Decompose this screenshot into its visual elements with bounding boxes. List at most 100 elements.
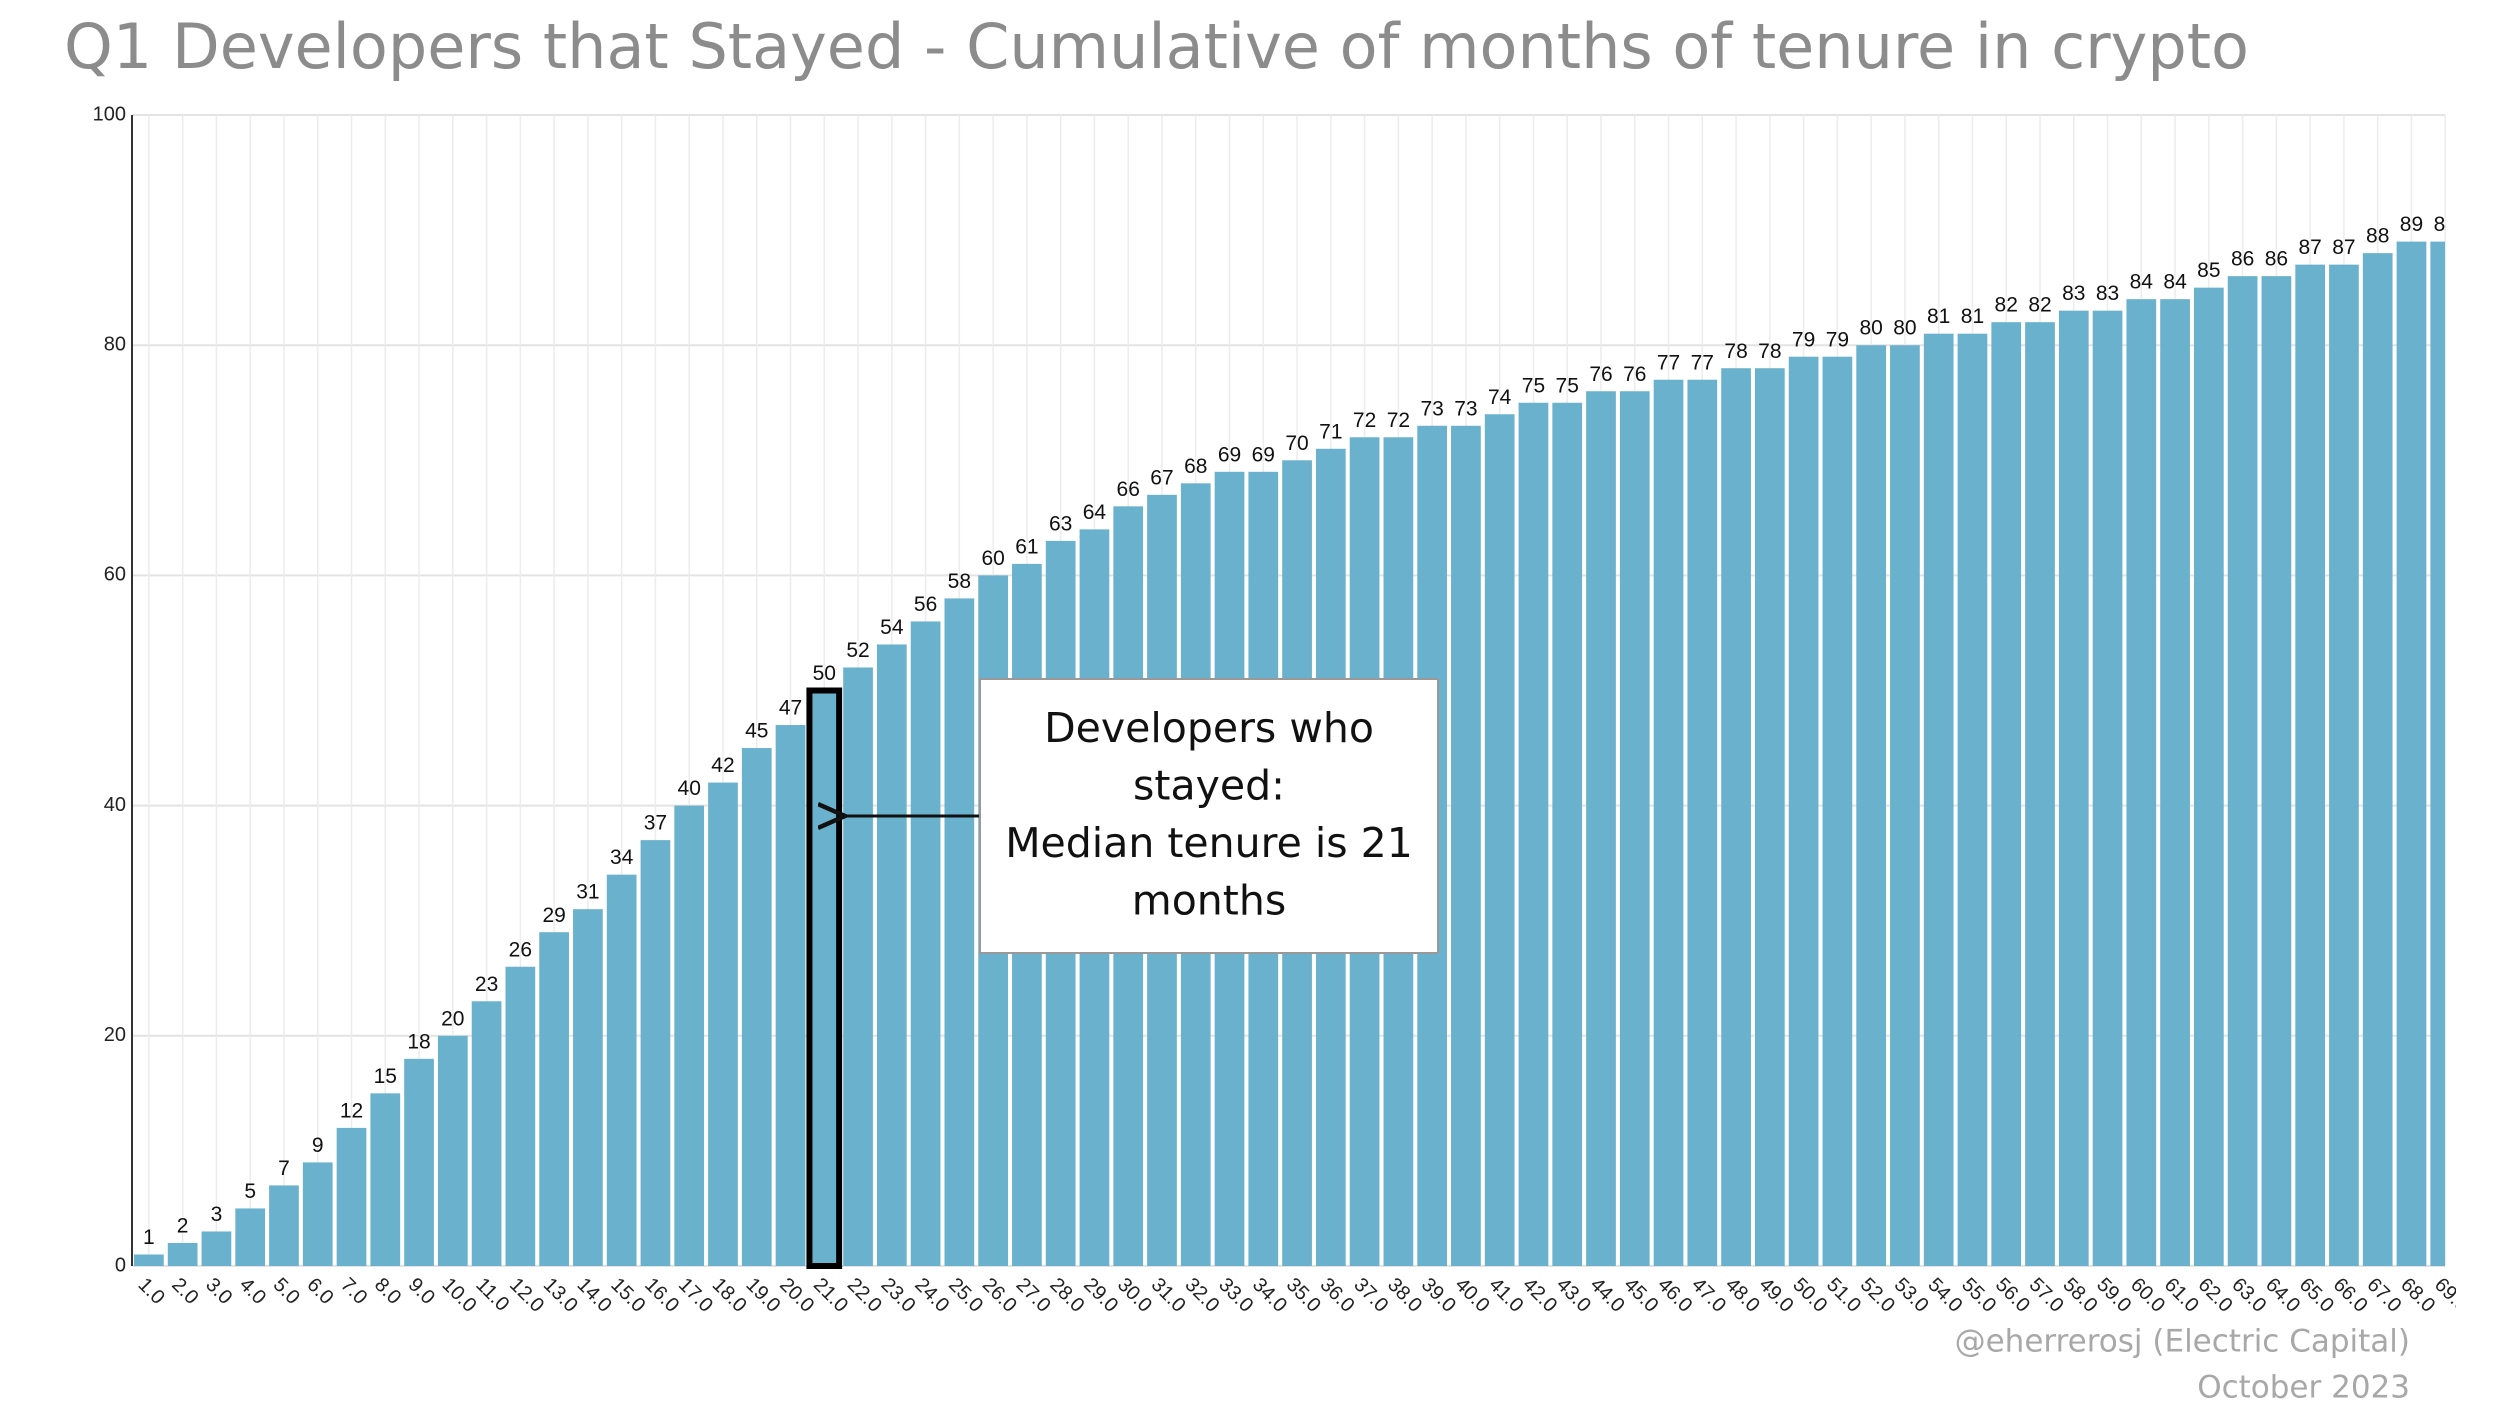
value-label: 86 bbox=[2231, 248, 2254, 271]
x-tick-label: 60.0 bbox=[2126, 1274, 2169, 1317]
value-label: 26 bbox=[509, 938, 532, 961]
x-tick-label: 35.0 bbox=[1282, 1274, 1325, 1317]
value-label: 80 bbox=[1893, 317, 1916, 340]
value-label: 75 bbox=[1556, 374, 1579, 397]
x-tick-label: 58.0 bbox=[2059, 1274, 2102, 1317]
x-tick-label: 50.0 bbox=[1788, 1274, 1831, 1317]
bar bbox=[573, 909, 603, 1266]
x-tick-label: 64.0 bbox=[2261, 1274, 2304, 1317]
value-label: 84 bbox=[2130, 271, 2154, 294]
bar bbox=[1721, 368, 1751, 1267]
value-label: 12 bbox=[340, 1099, 363, 1122]
x-tick-label: 9.0 bbox=[404, 1274, 439, 1309]
value-label: 84 bbox=[2163, 271, 2187, 294]
bar bbox=[134, 1254, 164, 1266]
bar bbox=[1687, 379, 1718, 1267]
value-label: 3 bbox=[211, 1203, 223, 1226]
value-label: 87 bbox=[2298, 236, 2321, 259]
bar bbox=[606, 874, 637, 1266]
bar bbox=[1856, 345, 1887, 1266]
bar bbox=[1923, 333, 1954, 1266]
x-tick-label: 53.0 bbox=[1890, 1274, 1933, 1317]
bar bbox=[640, 840, 671, 1266]
value-label: 1 bbox=[143, 1226, 155, 1249]
x-tick-label: 2.0 bbox=[167, 1274, 202, 1309]
value-label: 52 bbox=[846, 639, 869, 662]
bar bbox=[336, 1127, 367, 1266]
x-tick-label: 55.0 bbox=[1957, 1274, 2000, 1317]
x-tick-label: 65.0 bbox=[2295, 1274, 2338, 1317]
y-tick-label: 40 bbox=[104, 794, 126, 816]
x-tick-label: 33.0 bbox=[1214, 1274, 1257, 1317]
value-label: 72 bbox=[1387, 409, 1410, 432]
x-tick-label: 49.0 bbox=[1755, 1274, 1798, 1317]
x-axis: 1.02.03.04.05.06.07.08.09.010.011.012.01… bbox=[134, 1274, 2456, 1317]
bar bbox=[2227, 276, 2258, 1266]
x-tick-label: 5.0 bbox=[269, 1274, 304, 1309]
y-tick-label: 60 bbox=[104, 564, 126, 586]
x-tick-label: 18.0 bbox=[708, 1274, 751, 1317]
credit-text: @eherrerosj (Electric Capital) bbox=[1955, 1324, 2410, 1360]
bar bbox=[708, 782, 738, 1266]
bar bbox=[201, 1231, 232, 1266]
x-tick-label: 52.0 bbox=[1856, 1274, 1899, 1317]
bar bbox=[539, 932, 569, 1266]
bar bbox=[741, 748, 772, 1266]
value-label: 61 bbox=[1015, 535, 1038, 558]
bar bbox=[1619, 391, 1650, 1266]
value-label: 79 bbox=[1826, 328, 1849, 351]
bar bbox=[806, 687, 843, 1269]
x-tick-label: 11.0 bbox=[471, 1274, 513, 1316]
x-tick-label: 34.0 bbox=[1248, 1274, 1291, 1317]
value-label: 78 bbox=[1758, 340, 1781, 363]
x-tick-label: 14.0 bbox=[573, 1274, 616, 1317]
x-tick-label: 57.0 bbox=[2025, 1274, 2068, 1317]
bar bbox=[2092, 310, 2123, 1266]
x-tick-label: 16.0 bbox=[640, 1274, 683, 1317]
x-tick-label: 42.0 bbox=[1518, 1274, 1561, 1317]
value-label: 63 bbox=[1049, 512, 1072, 535]
x-tick-label: 47.0 bbox=[1687, 1274, 1730, 1317]
value-label: 66 bbox=[1117, 478, 1140, 501]
bar bbox=[1484, 414, 1515, 1266]
bar bbox=[1788, 356, 1819, 1267]
value-label: 78 bbox=[1724, 340, 1747, 363]
x-tick-label: 28.0 bbox=[1045, 1274, 1088, 1317]
bar bbox=[674, 805, 705, 1266]
bar bbox=[2025, 322, 2055, 1266]
value-label: 70 bbox=[1285, 432, 1308, 455]
bar bbox=[269, 1185, 299, 1266]
x-tick-label: 3.0 bbox=[201, 1274, 236, 1309]
bar bbox=[370, 1093, 401, 1266]
y-tick-label: 20 bbox=[104, 1024, 126, 1046]
annotation-text: Developers who bbox=[1044, 704, 1374, 752]
value-label: 73 bbox=[1420, 397, 1443, 420]
x-tick-label: 24.0 bbox=[910, 1274, 953, 1317]
bar bbox=[1822, 356, 1853, 1267]
annotation-box bbox=[979, 678, 1439, 954]
value-label: 71 bbox=[1319, 420, 1342, 443]
x-tick-label: 1.0 bbox=[134, 1274, 169, 1309]
value-label: 20 bbox=[441, 1007, 464, 1030]
x-tick-label: 48.0 bbox=[1721, 1274, 1764, 1317]
y-tick-label: 80 bbox=[104, 333, 126, 355]
value-label: 76 bbox=[1589, 363, 1612, 386]
bar bbox=[843, 667, 873, 1266]
value-label: 2 bbox=[177, 1215, 189, 1238]
value-label: 68 bbox=[1184, 455, 1207, 478]
bar bbox=[404, 1058, 434, 1266]
y-tick-label: 0 bbox=[115, 1254, 126, 1276]
value-label: 9 bbox=[312, 1134, 324, 1157]
value-label: 79 bbox=[1792, 328, 1815, 351]
bar bbox=[2261, 276, 2292, 1266]
value-label: 76 bbox=[1623, 363, 1646, 386]
x-tick-label: 54.0 bbox=[1923, 1274, 1966, 1317]
x-tick-label: 8.0 bbox=[370, 1274, 405, 1309]
x-tick-label: 66.0 bbox=[2329, 1274, 2372, 1317]
value-label: 87 bbox=[2332, 236, 2355, 259]
value-label: 83 bbox=[2062, 282, 2085, 305]
value-label: 60 bbox=[981, 547, 1004, 570]
value-label: 83 bbox=[2096, 282, 2119, 305]
value-label: 81 bbox=[1961, 305, 1984, 328]
